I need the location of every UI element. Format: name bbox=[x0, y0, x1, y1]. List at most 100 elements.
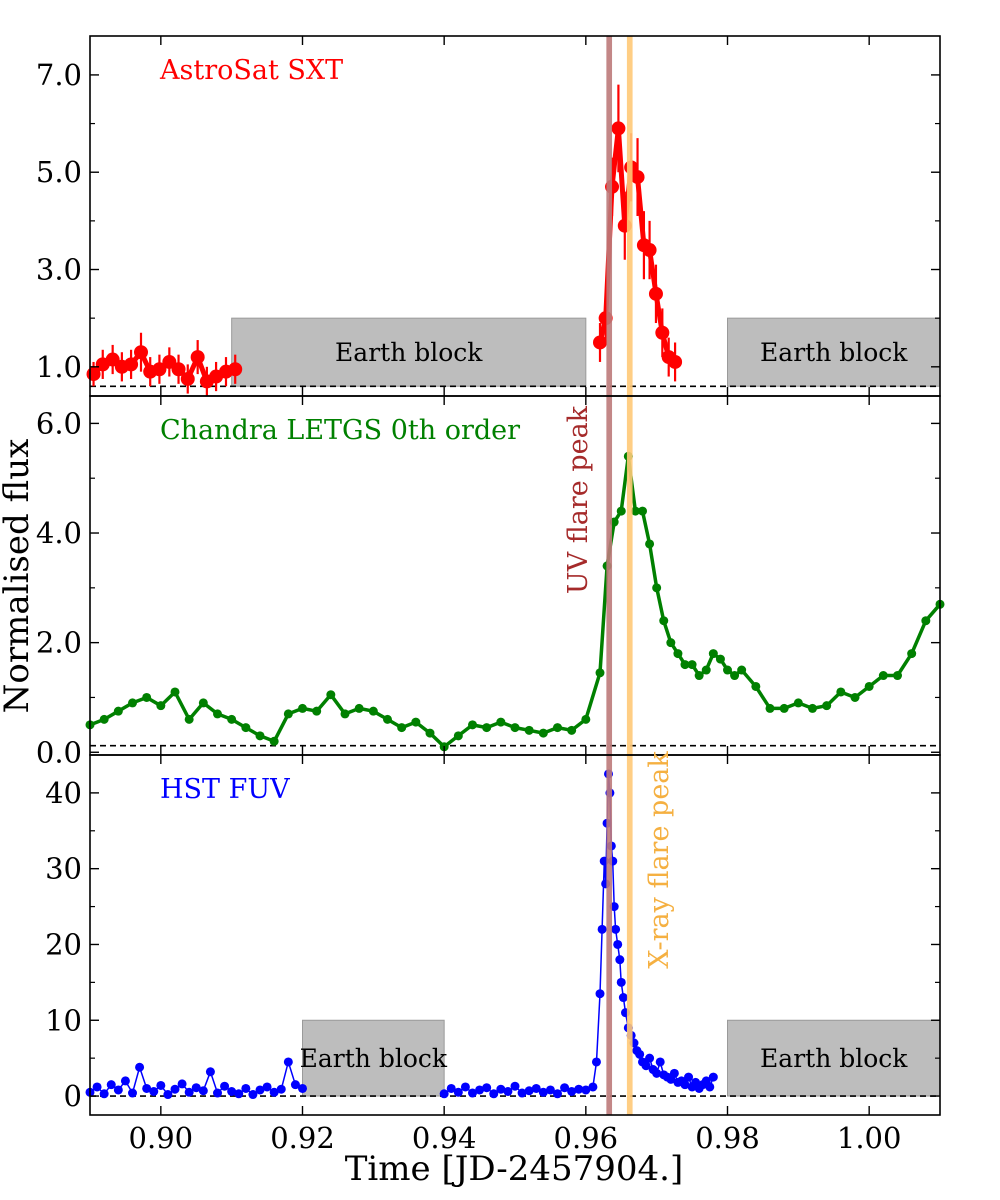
panel-2: 0.0 2.0 4.0 6.0 Chandra LETGS 0th order bbox=[36, 396, 945, 769]
data-point bbox=[560, 1083, 570, 1093]
data-point bbox=[198, 1086, 208, 1096]
data-point bbox=[524, 725, 534, 735]
data-point bbox=[152, 362, 167, 377]
data-point bbox=[652, 583, 662, 593]
data-point bbox=[648, 286, 663, 301]
data-point bbox=[262, 1082, 272, 1092]
earth-block bbox=[231, 317, 587, 387]
data-point bbox=[510, 723, 520, 733]
panel-frames: 0.90 0.92 0.94 0.96 0.98 1.00 bbox=[89, 35, 941, 1155]
data-point bbox=[503, 1087, 513, 1097]
data-point bbox=[593, 335, 607, 350]
data-point bbox=[680, 1080, 690, 1090]
earth-block-label: Earth block bbox=[760, 1044, 908, 1073]
data-point bbox=[581, 714, 591, 724]
data-point bbox=[630, 506, 640, 516]
data-point bbox=[645, 1053, 655, 1063]
y-tick-label: 1.0 bbox=[36, 350, 82, 384]
x-tick-label: 0.98 bbox=[695, 1121, 760, 1155]
data-point bbox=[248, 1090, 258, 1100]
data-point bbox=[241, 723, 251, 733]
data-point bbox=[99, 1089, 109, 1099]
data-point bbox=[453, 1087, 463, 1097]
x-tick-label: 1.00 bbox=[837, 1121, 902, 1155]
data-point bbox=[149, 1087, 159, 1097]
data-point bbox=[283, 1057, 293, 1067]
data-point bbox=[779, 703, 789, 713]
data-point bbox=[595, 989, 605, 999]
data-point bbox=[227, 714, 237, 724]
data-point bbox=[255, 1085, 265, 1095]
data-point bbox=[156, 701, 166, 711]
data-point bbox=[180, 371, 195, 386]
data-point bbox=[496, 1084, 506, 1094]
data-point bbox=[228, 362, 243, 377]
data-point bbox=[99, 714, 109, 724]
data-point bbox=[793, 698, 803, 708]
data-point bbox=[652, 1068, 662, 1078]
data-point bbox=[134, 345, 148, 360]
data-point bbox=[655, 1057, 665, 1067]
y-tick-label: 20 bbox=[45, 927, 82, 961]
data-point bbox=[128, 1088, 137, 1098]
data-point bbox=[687, 660, 697, 670]
data-point bbox=[326, 690, 336, 700]
data-point bbox=[475, 1085, 485, 1095]
data-point bbox=[641, 1061, 651, 1071]
data-point bbox=[269, 736, 279, 746]
data-point bbox=[878, 671, 888, 681]
data-point bbox=[538, 1087, 548, 1097]
data-point bbox=[517, 1088, 527, 1098]
data-point bbox=[822, 701, 832, 711]
data-point bbox=[611, 121, 626, 136]
data-point bbox=[618, 993, 628, 1003]
data-point bbox=[397, 723, 407, 733]
y-tick-label: 0.0 bbox=[36, 735, 82, 769]
data-point bbox=[684, 1072, 694, 1082]
data-point bbox=[751, 681, 761, 691]
data-point bbox=[645, 539, 655, 549]
y-tick-label: 40 bbox=[45, 776, 82, 810]
y-tick-label: 2.0 bbox=[36, 626, 82, 660]
data-point bbox=[538, 728, 548, 738]
data-point bbox=[701, 665, 711, 675]
data-point bbox=[453, 731, 463, 741]
earth-block bbox=[727, 1019, 941, 1097]
panel-title: HST FUV bbox=[160, 774, 290, 805]
x-axis-label: Time [JD-2457904.] bbox=[345, 1149, 684, 1189]
data-point bbox=[227, 1087, 237, 1097]
series-line bbox=[89, 454, 942, 749]
data-point bbox=[489, 1089, 499, 1099]
data-point bbox=[340, 709, 350, 719]
data-point bbox=[170, 1084, 180, 1094]
data-point bbox=[255, 731, 265, 741]
data-point bbox=[198, 698, 208, 708]
data-point bbox=[567, 725, 577, 735]
data-point bbox=[191, 1083, 201, 1093]
data-point bbox=[128, 698, 137, 708]
earth-block-label: Earth block bbox=[760, 338, 908, 367]
data-point bbox=[220, 1081, 230, 1091]
panel-title: Chandra LETGS 0th order bbox=[160, 415, 520, 446]
data-point bbox=[135, 1062, 145, 1072]
data-point bbox=[723, 665, 732, 675]
data-point bbox=[567, 1087, 577, 1097]
data-point bbox=[545, 1085, 555, 1095]
data-point bbox=[213, 1088, 222, 1098]
data-point bbox=[468, 1088, 477, 1098]
data-point bbox=[595, 668, 605, 678]
data-point bbox=[715, 654, 725, 664]
data-point bbox=[468, 720, 477, 730]
xray-flare-peak-label: X-ray flare peak bbox=[644, 751, 675, 969]
data-point bbox=[482, 1083, 492, 1093]
data-point bbox=[142, 1083, 152, 1093]
data-point bbox=[124, 357, 139, 372]
data-point bbox=[184, 714, 194, 724]
data-point bbox=[106, 1080, 116, 1090]
data-point bbox=[616, 506, 626, 516]
data-point bbox=[659, 616, 669, 626]
data-point bbox=[666, 638, 676, 648]
flare-peak-bands bbox=[606, 36, 633, 1115]
data-point bbox=[142, 692, 152, 702]
earth-block bbox=[727, 317, 941, 387]
